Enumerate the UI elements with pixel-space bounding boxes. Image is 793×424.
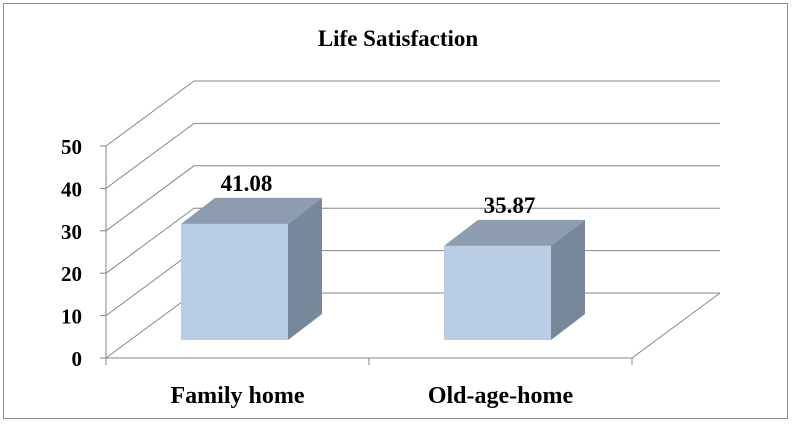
y-tick-label: 30	[61, 220, 82, 244]
gridline	[105, 207, 720, 274]
gridline	[105, 165, 720, 232]
x-category-label: Old-age-home	[428, 383, 574, 409]
bar-top	[181, 197, 322, 224]
bars: 41.08 Family home 35.87 Old-age-home	[171, 171, 585, 409]
bar-side	[288, 197, 322, 340]
bar-top	[444, 219, 585, 246]
gridline	[105, 80, 720, 147]
chart-frame	[3, 3, 788, 419]
bar-side	[551, 219, 585, 340]
y-tick-label: 40	[61, 177, 82, 201]
y-tick-label: 50	[61, 135, 82, 159]
axes: 0 10 20 30 40 50	[61, 135, 721, 371]
x-category-label: Family home	[171, 383, 305, 409]
y-tick-label: 10	[61, 305, 82, 329]
bar-front	[444, 245, 551, 340]
data-label: 35.87	[484, 193, 536, 218]
y-tick-label: 0	[72, 347, 83, 371]
gridline	[105, 122, 720, 189]
y-tick-label: 20	[61, 262, 82, 286]
bar-front	[181, 223, 288, 340]
chart-title: Life Satisfaction	[318, 26, 479, 51]
data-label: 41.08	[221, 171, 273, 196]
